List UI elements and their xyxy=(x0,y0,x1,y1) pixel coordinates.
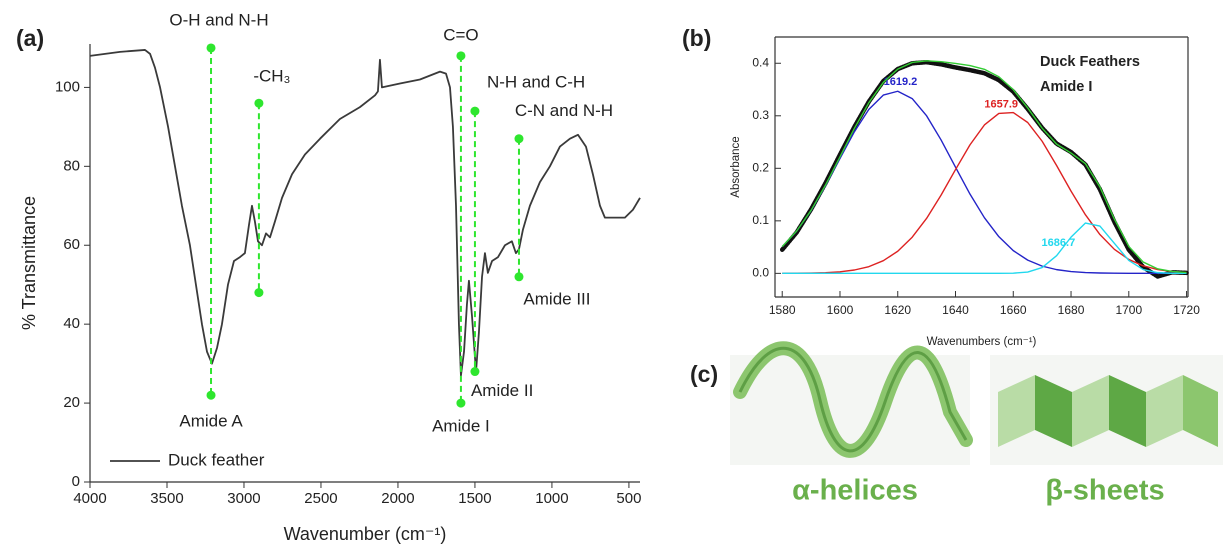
annotation-label: Amide II xyxy=(471,381,533,400)
panel-label: (a) xyxy=(16,25,44,51)
x-tick-label: 1720 xyxy=(1173,303,1200,317)
chart-title: Amide I xyxy=(1040,79,1092,95)
y-axis-label: % Transmittance xyxy=(19,196,39,330)
y-tick-label: 100 xyxy=(55,78,80,95)
panel-label: (c) xyxy=(690,361,718,387)
peak-label: 1657.9 xyxy=(984,98,1018,110)
annotation-label: -CH₃ xyxy=(253,67,290,86)
chart-panel: 1580 1600 1620 1640 1660 1680 1700 1720 0.0 0.1 0.… xyxy=(730,36,1200,348)
annotation-dot xyxy=(254,98,264,108)
y-tick-label: 0.3 xyxy=(752,108,769,122)
annotation-dot xyxy=(456,398,466,408)
x-tick-label: 3500 xyxy=(150,490,183,507)
annotation-dot xyxy=(470,367,480,377)
x-axis-label: Wavenumber (cm⁻¹) xyxy=(284,524,447,544)
legend-label: Duck feather xyxy=(168,450,265,469)
x-tick-label: 1700 xyxy=(1115,303,1142,317)
annotation-label: Amide III xyxy=(523,289,590,308)
x-tick-label: 1640 xyxy=(942,303,969,317)
x-tick-label: 2500 xyxy=(304,490,337,507)
structure-label: β-sheets xyxy=(1045,475,1164,507)
x-tick-label: 1600 xyxy=(827,303,854,317)
chart-panel: 4000 3500 3000 2500 2000 1500 1000 500 0 20 40 60 80… xyxy=(19,10,642,543)
y-tick-label: 0.2 xyxy=(752,160,769,174)
annotation-label: Amide A xyxy=(179,412,243,431)
y-tick-label: 0 xyxy=(72,473,80,490)
x-tick-label: 1680 xyxy=(1058,303,1085,317)
series-line xyxy=(779,59,1189,279)
annotation-label: C-N and N-H xyxy=(515,101,613,120)
y-tick-label: 0.0 xyxy=(752,266,769,280)
annotation-dot xyxy=(206,390,216,400)
helix-art xyxy=(730,341,973,465)
y-tick-label: 60 xyxy=(63,236,80,253)
x-tick-label: 1660 xyxy=(1000,303,1027,317)
annotation-label: N-H and C-H xyxy=(487,73,585,92)
x-tick-label: 500 xyxy=(616,490,641,507)
annotation-dot xyxy=(514,134,524,144)
sheet-art xyxy=(990,355,1223,465)
y-tick-label: 20 xyxy=(63,394,80,411)
helix-edge xyxy=(738,346,968,453)
sheet-strand xyxy=(1146,375,1183,447)
series-line xyxy=(781,60,1187,274)
y-tick-label: 80 xyxy=(63,157,80,174)
series-line xyxy=(782,222,1187,275)
sheet-strand xyxy=(1035,375,1072,447)
y-axis-label: Absorbance xyxy=(730,136,742,197)
structure-label: α-helices xyxy=(792,475,918,507)
annotation-dot xyxy=(254,288,264,298)
x-tick-label: 1620 xyxy=(884,303,911,317)
x-tick-label: 2000 xyxy=(381,490,414,507)
x-tick-label: 1000 xyxy=(535,490,568,507)
y-tick-label: 0.1 xyxy=(752,213,769,227)
x-tick-label: 1580 xyxy=(769,303,796,317)
x-tick-label: 1500 xyxy=(458,490,491,507)
x-tick-label: 3000 xyxy=(227,490,260,507)
series-line xyxy=(781,90,1187,275)
annotation-dot xyxy=(470,106,480,116)
sheet-strand xyxy=(998,375,1035,447)
annotation-label: Amide I xyxy=(432,417,490,436)
annotation-label: C=O xyxy=(443,25,478,44)
annotation-dot xyxy=(206,43,216,53)
sheet-strand xyxy=(1109,375,1146,447)
annotation-dot xyxy=(456,51,466,61)
x-axis-label: Wavenumbers (cm⁻¹) xyxy=(927,336,1037,348)
panel-label: (b) xyxy=(682,25,711,51)
series-line xyxy=(782,111,1187,275)
chart-title: Duck Feathers xyxy=(1040,54,1140,70)
annotation-label: O-H and N-H xyxy=(169,10,268,29)
sheet-strand xyxy=(1072,375,1109,447)
series-line xyxy=(89,49,641,377)
annotation-dot xyxy=(514,272,524,282)
y-tick-label: 0.4 xyxy=(752,55,769,69)
peak-label: 1686.7 xyxy=(1042,237,1076,249)
sheet-strand xyxy=(1183,375,1218,447)
x-tick-label: 4000 xyxy=(73,490,106,507)
peak-label: 1619.2 xyxy=(884,76,918,88)
y-tick-label: 40 xyxy=(63,315,80,332)
